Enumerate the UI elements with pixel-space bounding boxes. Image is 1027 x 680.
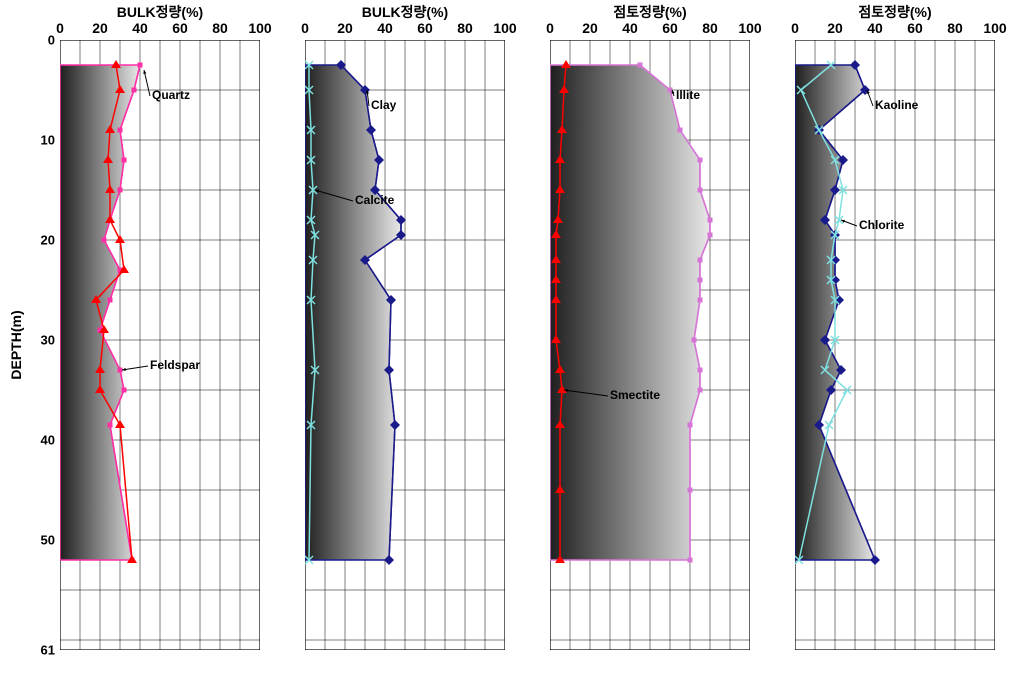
marker-illite [678,128,683,133]
y-tick: 20 [25,233,55,248]
marker-quartz [132,88,137,93]
x-tick: 60 [907,20,923,36]
marker-illite [692,338,697,343]
marker-quartz [118,188,123,193]
marker-illite [698,368,703,373]
marker-quartz [108,423,113,428]
marker-illite [688,558,693,563]
panel-plot [60,40,260,650]
marker-illite [698,388,703,393]
marker-illite [638,63,643,68]
x-tick: 60 [662,20,678,36]
x-tick: 0 [791,20,799,36]
y-tick: 30 [25,333,55,348]
series-label-quartz: Quartz [152,88,190,102]
x-tick: 40 [377,20,393,36]
marker-quartz [118,128,123,133]
x-tick: 80 [947,20,963,36]
x-tick: 80 [702,20,718,36]
x-tick: 20 [827,20,843,36]
x-tick: 40 [622,20,638,36]
panel-title: 점토정량(%) [858,2,931,22]
x-tick: 20 [92,20,108,36]
series-label-feldspar: Feldspar [150,358,200,372]
series-label-chlorite: Chlorite [859,218,904,232]
x-tick: 60 [172,20,188,36]
x-tick: 40 [132,20,148,36]
y-tick: 61 [25,643,55,658]
y-tick: 50 [25,533,55,548]
x-tick: 0 [301,20,309,36]
marker-illite [688,488,693,493]
x-tick: 100 [248,20,271,36]
marker-quartz [122,388,127,393]
series-label-calcite: Calcite [355,193,394,207]
x-tick: 0 [56,20,64,36]
x-tick: 100 [738,20,761,36]
series-label-illite: Illite [676,88,700,102]
marker-smectite [561,60,571,68]
marker-quartz [102,238,107,243]
x-tick: 0 [546,20,554,36]
x-tick: 100 [493,20,516,36]
y-tick: 0 [25,33,55,48]
marker-illite [688,423,693,428]
x-tick: 20 [582,20,598,36]
marker-illite [708,218,713,223]
marker-illite [698,258,703,263]
panel-title: BULK정량(%) [362,2,448,22]
marker-quartz [108,298,113,303]
y-tick: 10 [25,133,55,148]
marker-quartz [118,368,123,373]
marker-feldspar [115,235,125,243]
marker-illite [698,158,703,163]
panel-plot [795,40,995,650]
marker-illite [698,298,703,303]
x-tick: 40 [867,20,883,36]
series-label-smectite: Smectite [610,388,660,402]
x-tick: 20 [337,20,353,36]
series-label-kaoline: Kaoline [875,98,918,112]
x-tick: 100 [983,20,1006,36]
panel-title: 점토정량(%) [613,2,686,22]
panel-plot [550,40,750,650]
marker-quartz [122,158,127,163]
y-tick: 40 [25,433,55,448]
x-tick: 60 [417,20,433,36]
panel-title: BULK정량(%) [117,2,203,22]
marker-illite [668,88,673,93]
panel-plot [305,40,505,650]
x-tick: 80 [212,20,228,36]
x-tick: 80 [457,20,473,36]
series-label-clay: Clay [371,98,396,112]
marker-feldspar [111,60,121,68]
y-axis-label: DEPTH(m) [8,310,24,379]
marker-illite [698,278,703,283]
marker-feldspar [115,420,125,428]
marker-illite [708,233,713,238]
marker-quartz [138,63,143,68]
marker-illite [698,188,703,193]
series-fill-clay [305,65,401,560]
